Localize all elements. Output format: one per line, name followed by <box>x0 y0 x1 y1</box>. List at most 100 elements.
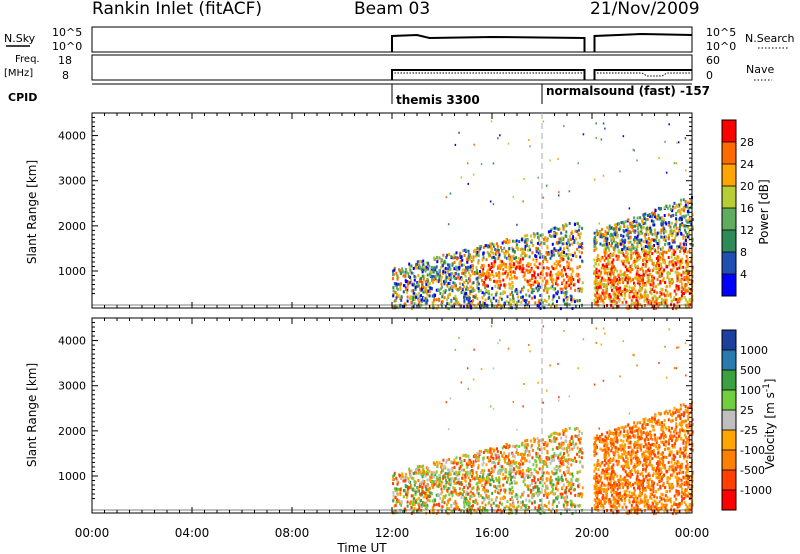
echo-cell <box>612 293 615 296</box>
echo-cell <box>420 287 423 291</box>
echo-cell <box>552 492 555 496</box>
echo-cell <box>660 229 663 233</box>
echo-cell <box>547 472 550 475</box>
echo-cell <box>411 503 414 507</box>
echo-cell <box>533 468 536 472</box>
echo-cell <box>418 280 421 283</box>
echo-cell <box>599 235 602 239</box>
echo-cell <box>529 474 531 478</box>
echo-cell <box>660 506 663 510</box>
echo-cell <box>496 449 499 453</box>
echo-cell <box>542 237 545 241</box>
echo-cell <box>447 281 450 285</box>
echo-cell <box>634 265 637 269</box>
echo-cell <box>638 282 641 286</box>
echo-cell <box>440 302 443 306</box>
echo-cell <box>593 264 596 268</box>
echo-cell <box>645 240 648 244</box>
echo-cell <box>649 290 652 294</box>
echo-cell <box>442 458 445 462</box>
echo-cell <box>410 281 413 285</box>
echo-cell <box>477 487 480 491</box>
echo-cell <box>509 473 512 477</box>
echo-cell <box>594 277 597 281</box>
echo-cell <box>435 271 438 274</box>
echo-cell <box>561 273 564 277</box>
echo-cell <box>576 241 579 245</box>
echo-cell <box>666 447 669 451</box>
echo-cell <box>623 230 626 234</box>
echo-cell <box>564 294 567 298</box>
echo-cell <box>671 229 674 233</box>
echo-cell <box>498 501 501 505</box>
echo-cell <box>429 491 432 495</box>
echo-cell <box>557 467 560 471</box>
echo-cell <box>685 254 688 258</box>
echo-cell <box>635 224 638 228</box>
echo-cell <box>405 493 408 496</box>
echo-cell <box>451 494 454 498</box>
echo-cell <box>476 491 479 495</box>
echo-cell <box>415 500 418 504</box>
echo-cell <box>450 300 453 304</box>
echo-cell <box>410 506 413 510</box>
echo-cell <box>443 485 445 489</box>
echo-cell <box>464 473 467 477</box>
echo-cell <box>617 280 620 284</box>
echo-cell <box>671 307 674 311</box>
echo-cell <box>666 290 669 294</box>
echo-cell <box>392 482 394 486</box>
echo-cell <box>663 292 665 296</box>
echo-cell <box>507 455 509 459</box>
echo-cell <box>467 255 470 259</box>
echo-cell <box>635 246 637 250</box>
echo-cell <box>638 280 641 284</box>
echo-cell <box>477 459 480 463</box>
echo-cell <box>556 283 559 287</box>
echo-cell <box>565 500 568 504</box>
echo-cell <box>465 453 468 457</box>
echo-cell <box>488 457 491 461</box>
echo-cell <box>481 475 484 479</box>
power-y-tick-label: 2000 <box>58 220 86 233</box>
echo-cell <box>670 234 673 238</box>
echo-cell <box>651 288 654 292</box>
echo-cell <box>640 225 643 229</box>
echo-cell <box>605 468 607 471</box>
echo-cell <box>552 472 555 475</box>
echo-cell <box>668 260 671 264</box>
echo-cell <box>552 431 555 435</box>
echo-cell <box>563 473 566 477</box>
echo-cell <box>413 480 416 483</box>
echo-cell <box>647 300 650 304</box>
echo-cell <box>464 492 467 496</box>
echo-cell <box>678 205 681 209</box>
echo-cell <box>565 272 567 276</box>
echo-cell <box>458 487 461 491</box>
echo-cell <box>534 276 537 280</box>
echo-cell <box>579 243 582 247</box>
echo-cell <box>564 499 567 503</box>
echo-cell <box>484 488 487 492</box>
echo-cell <box>657 206 660 210</box>
echo-cell <box>601 243 604 247</box>
echo-cell <box>653 294 656 298</box>
echo-cell <box>572 235 575 239</box>
echo-cell <box>526 453 529 457</box>
echo-cell <box>649 272 652 276</box>
echo-cell <box>556 292 559 296</box>
echo-cell <box>638 241 641 245</box>
echo-cell <box>538 492 540 496</box>
echo-cell <box>528 460 531 464</box>
echo-cell <box>479 480 482 484</box>
echo-cell <box>510 286 513 290</box>
echo-cell <box>557 227 560 231</box>
echo-cell <box>526 238 529 242</box>
echo-cell <box>531 251 534 255</box>
echo-cell <box>645 249 648 253</box>
echo-cell <box>662 277 665 281</box>
echo-cell <box>644 218 647 222</box>
echo-cell <box>617 510 620 514</box>
echo-cell <box>561 242 564 246</box>
echo-cell <box>418 295 421 298</box>
